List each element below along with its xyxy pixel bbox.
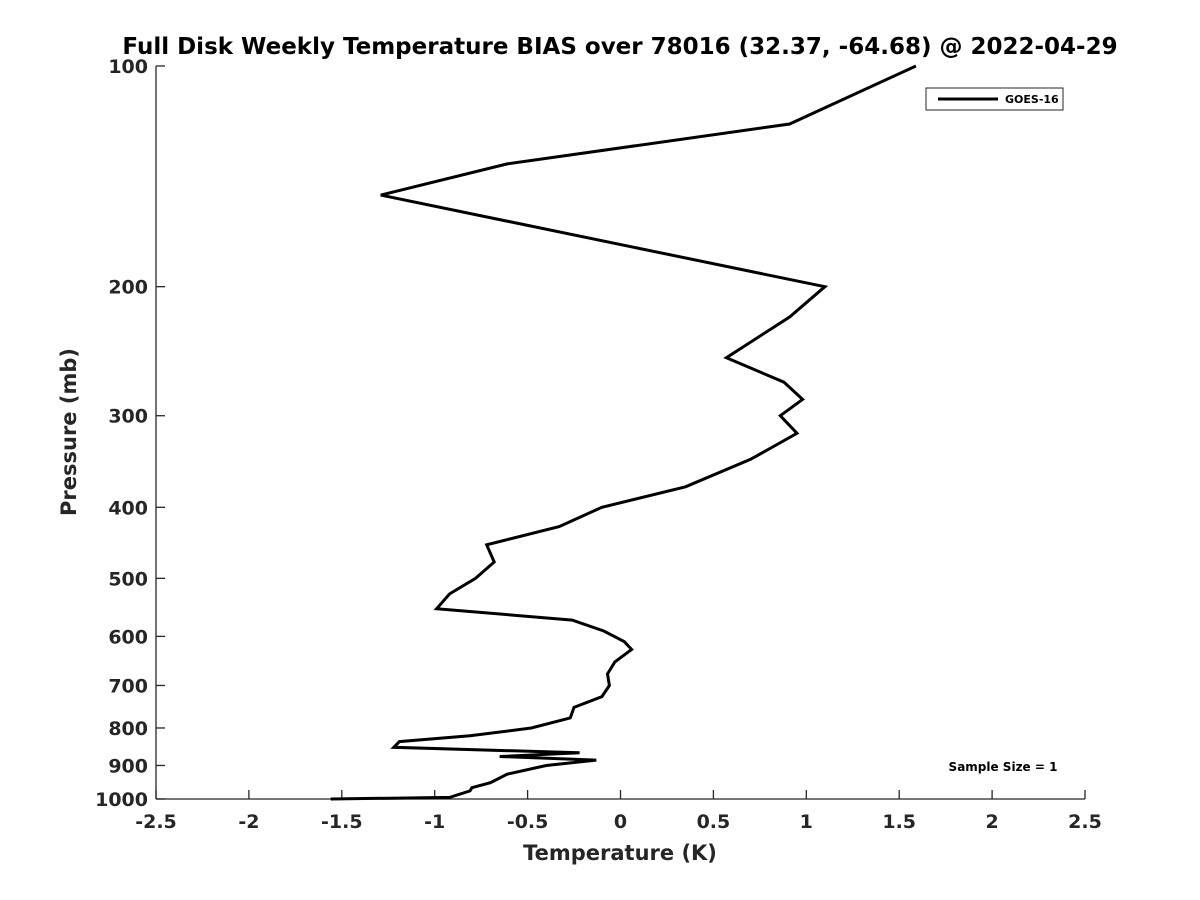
y-tick-label: 300 [108, 406, 148, 428]
x-tick-label: -1 [424, 811, 445, 833]
series-layer [330, 64, 917, 801]
x-tick-label: 0 [614, 811, 627, 833]
series-line-goes-16 [330, 64, 917, 801]
y-tick-label: 500 [108, 568, 148, 590]
y-tick-label: 700 [108, 675, 148, 697]
legend: GOES-16 [925, 87, 1064, 111]
x-tick-label: 2 [985, 811, 998, 833]
chart-title: Full Disk Weekly Temperature BIAS over 7… [122, 34, 1117, 60]
y-tick-label: 200 [108, 277, 148, 299]
y-tick-label: 1000 [95, 789, 148, 811]
x-tick-label: 1.5 [882, 811, 916, 833]
y-tick-label: 900 [108, 755, 148, 777]
legend-label-goes-16: GOES-16 [1005, 93, 1059, 106]
x-tick-label: 0.5 [697, 811, 731, 833]
y-tick-label: 100 [108, 56, 148, 78]
x-axis-label: Temperature (K) [523, 841, 717, 865]
x-ticks: -2.5 -2 -1.5 -1 -0.5 0 0.5 1 1.5 2 2.5 [135, 790, 1102, 833]
x-tick-label: 2.5 [1068, 811, 1102, 833]
x-tick-label: -2.5 [135, 811, 177, 833]
y-ticks: 100 200 300 400 500 600 700 800 900 1000 [95, 56, 165, 811]
x-tick-label: -2 [238, 811, 259, 833]
axes [155, 66, 1085, 800]
x-tick-label: 1 [800, 811, 813, 833]
x-tick-label: -1.5 [321, 811, 363, 833]
sample-size-annotation: Sample Size = 1 [949, 760, 1058, 774]
y-tick-label: 400 [108, 497, 148, 519]
y-tick-label: 600 [108, 626, 148, 648]
y-axis-label: Pressure (mb) [57, 348, 81, 516]
y-tick-label: 800 [108, 718, 148, 740]
x-tick-label: -0.5 [507, 811, 549, 833]
